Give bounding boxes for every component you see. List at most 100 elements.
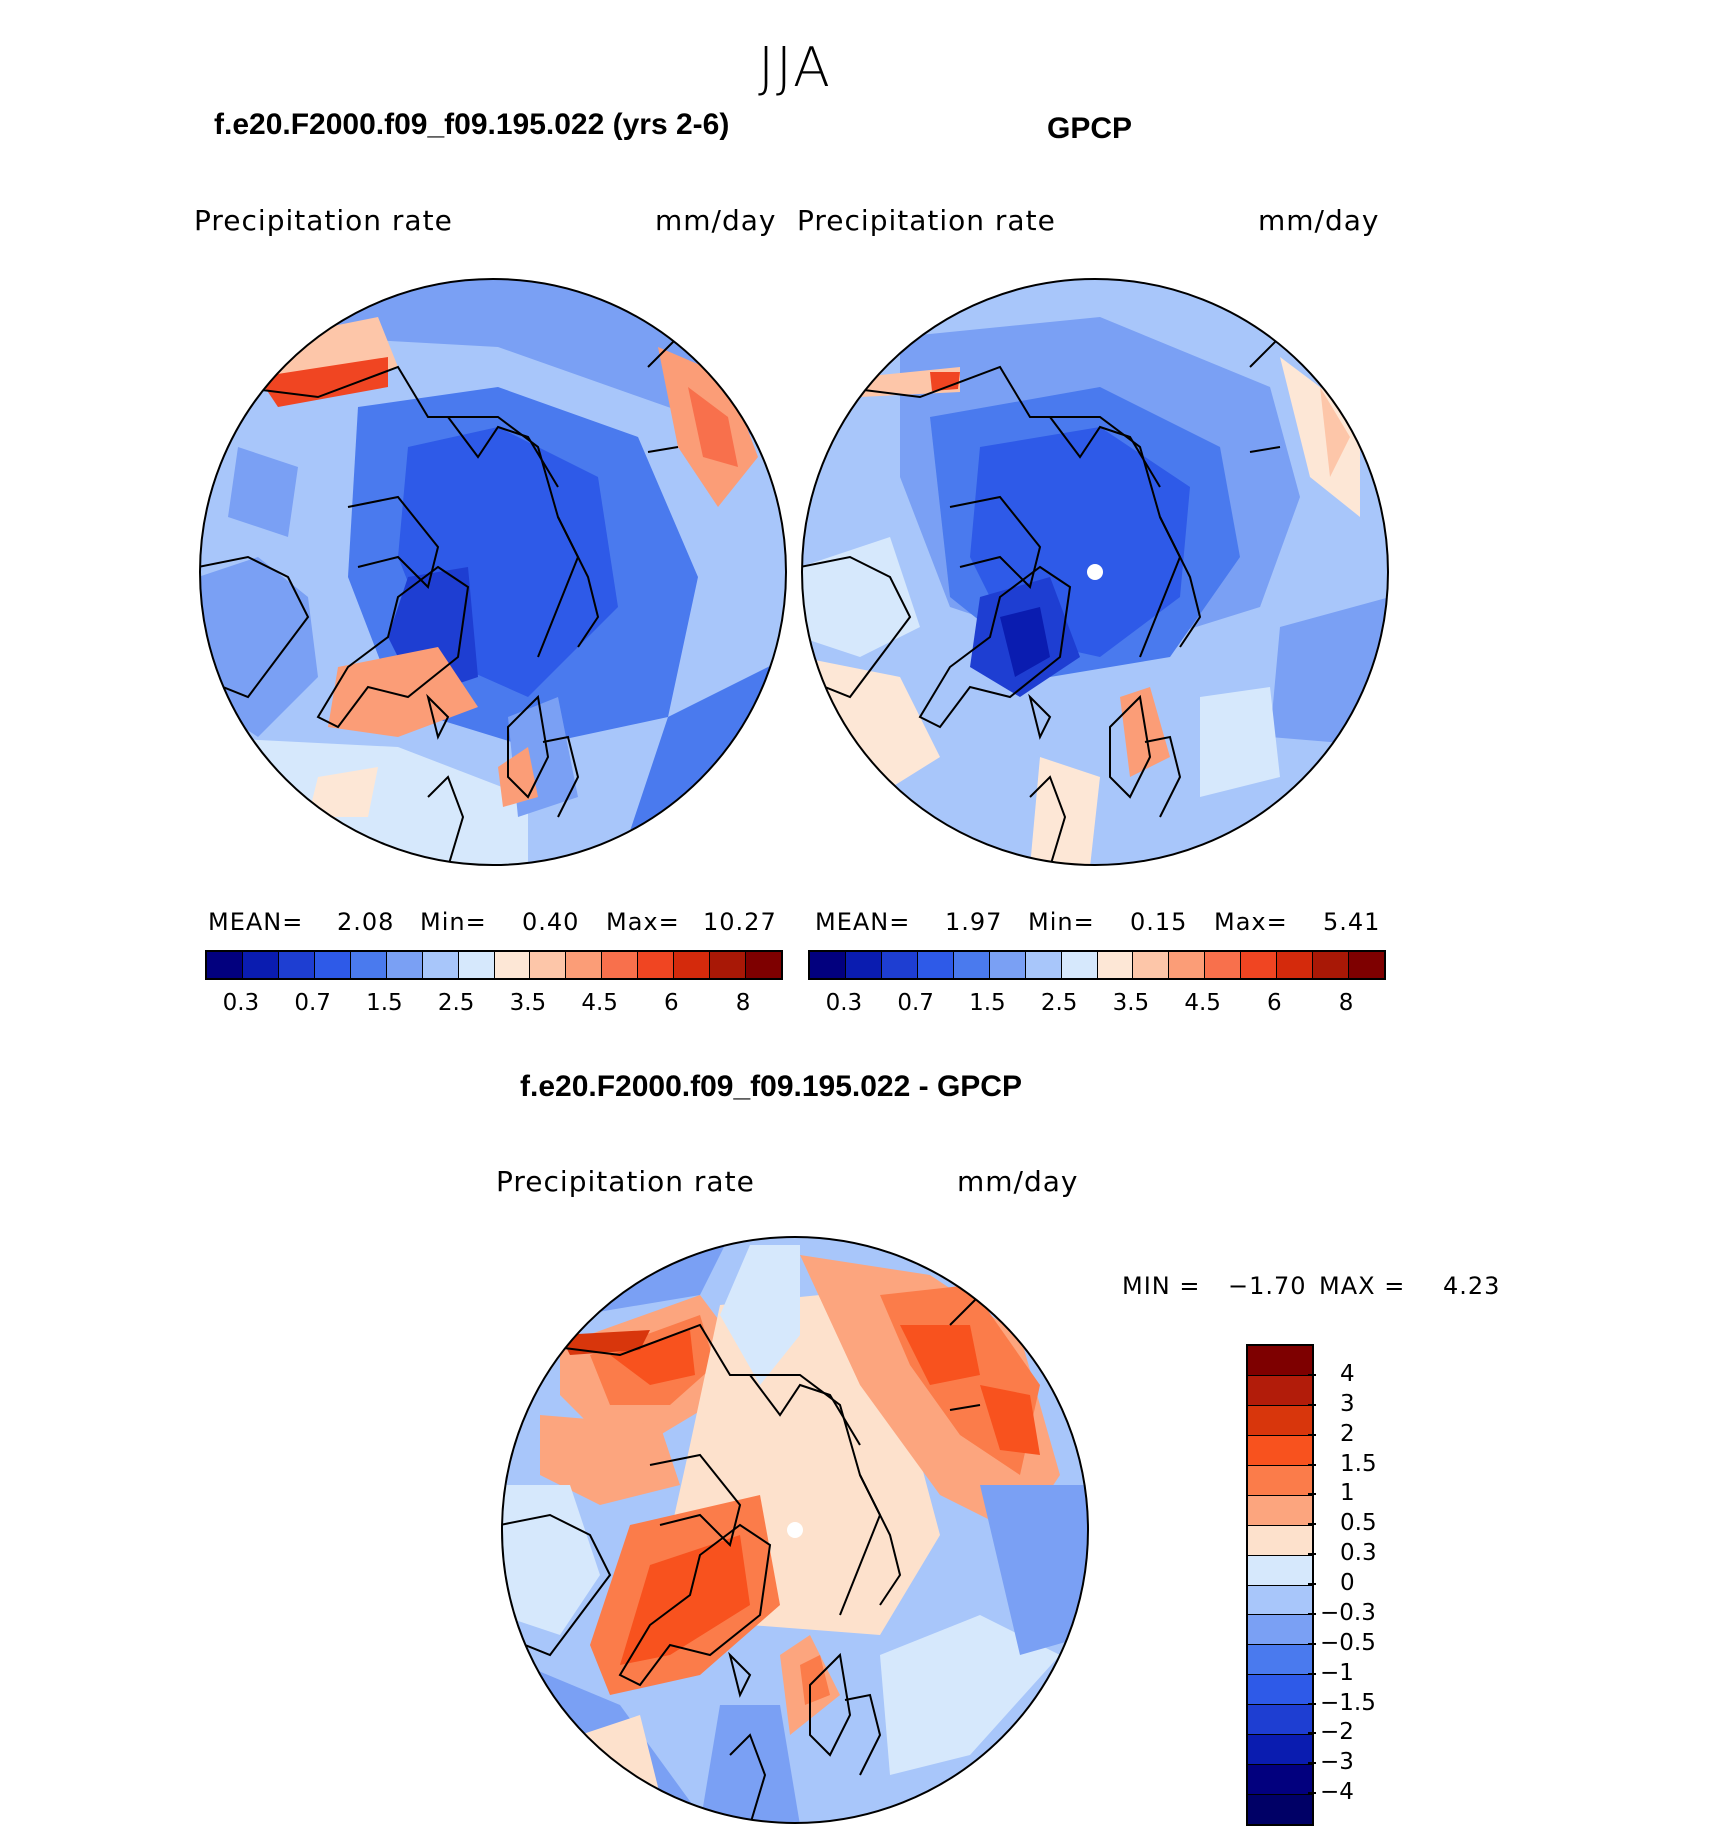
colorbar-tick-label: 1.5 — [366, 990, 403, 1016]
colorbar-tick-label: 0.3 — [1340, 1540, 1377, 1567]
colorbar-tick-label: 3.5 — [1112, 990, 1150, 1016]
colorbar-tick-mark — [1308, 1433, 1316, 1436]
colorbar-tick-label: 8 — [1338, 990, 1354, 1016]
colorbar-swatch — [314, 952, 351, 978]
colorbar-swatch — [386, 952, 423, 978]
diff-units-label: mm/day — [957, 1165, 1079, 1198]
colorbar-tick-label: 3 — [1340, 1390, 1355, 1417]
colorbar-tick-label: 0.5 — [1340, 1510, 1377, 1537]
colorbar-tick-mark — [1308, 1762, 1316, 1765]
colorbar-swatch — [1097, 952, 1134, 978]
colorbar-tick-label: 4 — [1340, 1360, 1355, 1387]
colorbar-tick-mark — [1308, 1463, 1316, 1466]
colorbar-swatch — [1248, 1675, 1312, 1706]
colorbar-swatch — [350, 952, 387, 978]
obs-units-label: mm/day — [1258, 204, 1380, 237]
colorbar-swatch — [845, 952, 882, 978]
colorbar-tick-mark — [1308, 1732, 1316, 1735]
colorbar-tick-mark — [1308, 1672, 1316, 1675]
colorbar-tick-label: 0.7 — [294, 990, 331, 1016]
model-units-label: mm/day — [655, 204, 777, 237]
colorbar-swatch — [1248, 1405, 1312, 1436]
colorbar-tick-label: 1.5 — [969, 990, 1006, 1016]
diff-variable-label: Precipitation rate — [496, 1165, 755, 1198]
colorbar-tick-mark — [1308, 1702, 1316, 1705]
diff-polar-map — [501, 1236, 1089, 1824]
colorbar-swatch — [953, 952, 990, 978]
season-title: JJA — [758, 36, 832, 99]
colorbar-swatch — [1025, 952, 1062, 978]
model-min-label: Min= — [420, 908, 487, 936]
colorbar-swatch — [278, 952, 315, 978]
colorbar-tick-label: −3 — [1320, 1749, 1354, 1776]
colorbar-tick-mark — [1308, 1612, 1316, 1615]
colorbar-swatch — [1205, 952, 1242, 978]
colorbar-swatch — [1248, 1615, 1312, 1646]
colorbar-swatch — [207, 952, 243, 978]
colorbar-swatch — [1248, 1705, 1312, 1736]
colorbar-swatch — [1248, 1765, 1312, 1796]
colorbar-swatch — [566, 952, 603, 978]
colorbar-tick-label: 6 — [1267, 990, 1282, 1016]
colorbar-swatch — [1349, 952, 1384, 978]
colorbar-tick-mark — [1308, 1373, 1316, 1376]
colorbar-tick-mark — [1308, 1403, 1316, 1406]
colorbar-swatch — [881, 952, 918, 978]
obs-variable-label: Precipitation rate — [797, 204, 1056, 237]
obs-mean-value: 1.97 — [945, 908, 1003, 936]
colorbar-swatch — [1133, 952, 1170, 978]
colorbar-swatch — [710, 952, 747, 978]
colorbar-swatch — [1241, 952, 1278, 978]
diff-max-value: 4.23 — [1443, 1272, 1501, 1300]
model-mean-label: MEAN= — [208, 908, 304, 936]
colorbar-tick-mark — [1308, 1493, 1316, 1496]
colorbar-swatch — [602, 952, 639, 978]
colorbar-tick-label: −0.5 — [1320, 1629, 1376, 1656]
colorbar-tick-label: 3.5 — [509, 990, 547, 1016]
colorbar-tick-label: 0.3 — [825, 990, 863, 1016]
colorbar-swatch — [1248, 1435, 1312, 1466]
diff-max-label: MAX = — [1319, 1272, 1406, 1300]
obs-max-label: Max= — [1214, 908, 1288, 936]
colorbar-swatch — [1248, 1525, 1312, 1556]
diff-min-label: MIN = — [1122, 1272, 1201, 1300]
model-max-value: 10.27 — [703, 908, 777, 936]
colorbar-swatch — [1277, 952, 1314, 978]
colorbar-tick-label: 6 — [664, 990, 679, 1016]
colorbar-swatch — [1313, 952, 1350, 978]
colorbar-swatch — [1248, 1585, 1312, 1616]
colorbar-swatch — [1248, 1375, 1312, 1406]
colorbar-swatch — [989, 952, 1026, 978]
colorbar-tick-label: 8 — [735, 990, 751, 1016]
colorbar-tick-mark — [1308, 1583, 1316, 1585]
colorbar-swatch — [746, 952, 781, 978]
colorbar-tick-label: 4.5 — [581, 990, 618, 1016]
colorbar-swatch — [1248, 1645, 1312, 1676]
diff-panel-title: f.e20.F2000.f09_f09.195.022 - GPCP — [520, 1070, 1022, 1103]
colorbar-tick-label: 0.3 — [222, 990, 260, 1016]
colorbar-tick-mark — [1308, 1642, 1316, 1645]
model-panel-title: f.e20.F2000.f09_f09.195.022 (yrs 2-6) — [214, 108, 730, 141]
diff-colorbar-ticks: 4 3 2 1.5 1 0.5 0.3 0 −0.3 −0.5 −1 −1.5 −2 −3 −4 — [1308, 1344, 1420, 1822]
obs-polar-map — [801, 278, 1389, 866]
colorbar-tick-mark — [1308, 1523, 1316, 1526]
colorbar-tick-label: 0 — [1340, 1570, 1355, 1596]
colorbar-swatch — [674, 952, 711, 978]
obs-colorbar — [808, 950, 1386, 980]
colorbar-swatch — [1248, 1795, 1312, 1824]
colorbar-swatch — [422, 952, 459, 978]
colorbar-swatch — [1248, 1735, 1312, 1766]
colorbar-swatch — [1248, 1495, 1312, 1526]
colorbar-swatch — [638, 952, 675, 978]
colorbar-swatch — [1248, 1346, 1312, 1376]
colorbar-tick-label: −1.5 — [1320, 1689, 1376, 1716]
model-min-value: 0.40 — [522, 908, 580, 936]
colorbar-tick-label: −4 — [1320, 1779, 1354, 1806]
colorbar-swatch — [1248, 1465, 1312, 1496]
colorbar-tick-label: 2 — [1340, 1420, 1355, 1447]
model-polar-map — [199, 278, 787, 866]
model-max-label: Max= — [606, 908, 680, 936]
colorbar-tick-label: 1 — [1340, 1480, 1355, 1507]
obs-max-value: 5.41 — [1323, 908, 1381, 936]
colorbar-swatch — [494, 952, 531, 978]
